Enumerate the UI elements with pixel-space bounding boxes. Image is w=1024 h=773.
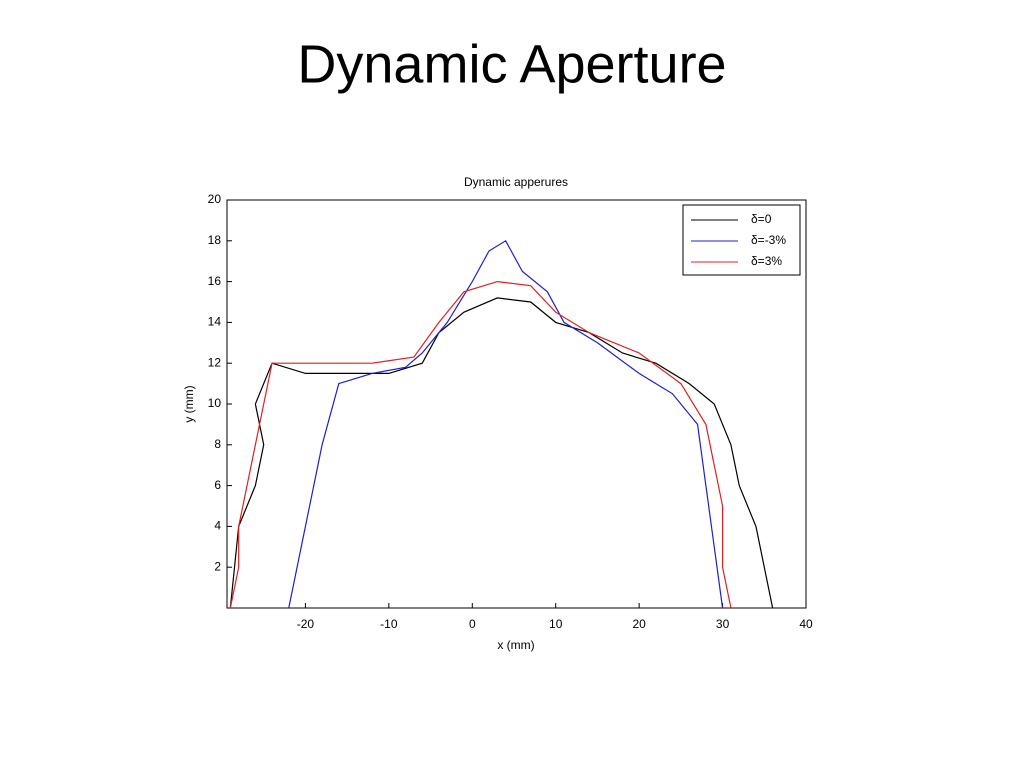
y-tick-label: 10 [208,396,222,410]
x-tick-label: 30 [716,617,730,631]
y-tick-label: 20 [208,192,222,206]
y-tick-label: 8 [214,437,221,451]
x-tick-label: 20 [632,617,646,631]
x-tick-label: -20 [297,617,315,631]
legend-label: δ=-3% [751,233,786,247]
legend-label: δ=3% [751,254,782,268]
y-tick-label: 18 [208,233,222,247]
y-tick-label: 2 [214,559,221,573]
contour-line [229,280,732,609]
x-tick-label: 10 [549,617,563,631]
slide-title: Dynamic Aperture [297,34,726,94]
y-tick-label: 16 [208,274,222,288]
x-axis-label: x (mm) [497,638,534,652]
x-tick-label: 40 [799,617,813,631]
y-tick-label: 14 [208,315,222,329]
contour-line [288,239,724,609]
y-tick-label: 6 [214,478,221,492]
y-tick-label: 12 [208,355,222,369]
legend-box [682,204,801,276]
legend-label: δ=0 [751,212,772,226]
contour-line [229,297,774,609]
x-tick-label: 0 [469,617,476,631]
y-tick-label: 4 [214,519,221,533]
x-tick-label: -10 [380,617,398,631]
y-axis-label: y (mm) [182,385,196,422]
chart-title: Dynamic apperures [464,175,568,189]
